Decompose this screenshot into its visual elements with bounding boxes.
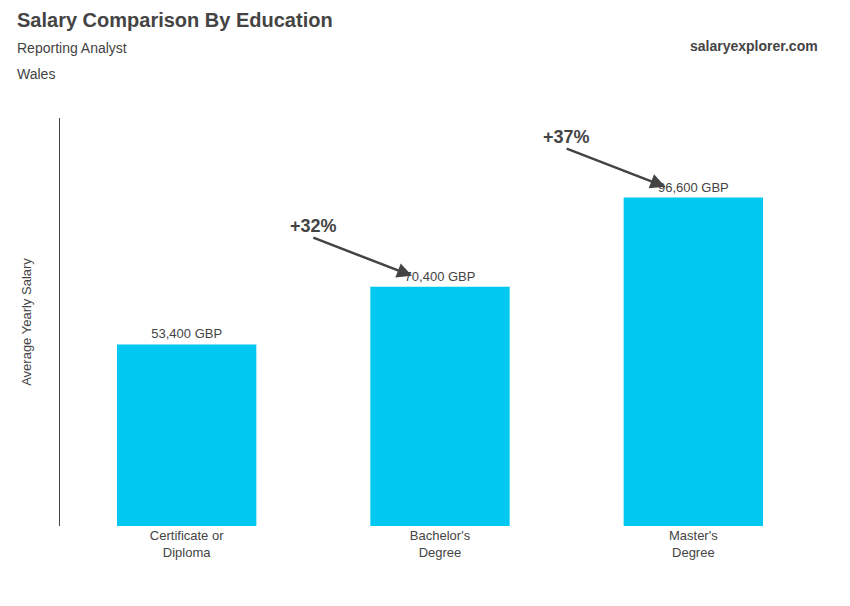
svg-text:salaryexplorer.com: salaryexplorer.com (690, 38, 818, 54)
svg-text:+37%: +37% (543, 127, 590, 147)
svg-text:96,600 GBP: 96,600 GBP (658, 180, 729, 195)
svg-text:70,400 GBP: 70,400 GBP (405, 269, 476, 284)
svg-text:Average Yearly Salary: Average Yearly Salary (19, 258, 34, 386)
svg-text:Bachelor'sDegree: Bachelor'sDegree (410, 528, 471, 560)
svg-text:+32%: +32% (290, 216, 337, 236)
svg-text:Master'sDegree: Master'sDegree (669, 528, 718, 560)
svg-text:Salary Comparison By Education: Salary Comparison By EducationReporting … (17, 9, 333, 82)
svg-text:53,400 GBP: 53,400 GBP (151, 326, 222, 341)
svg-text:Certificate orDiploma: Certificate orDiploma (150, 528, 224, 560)
